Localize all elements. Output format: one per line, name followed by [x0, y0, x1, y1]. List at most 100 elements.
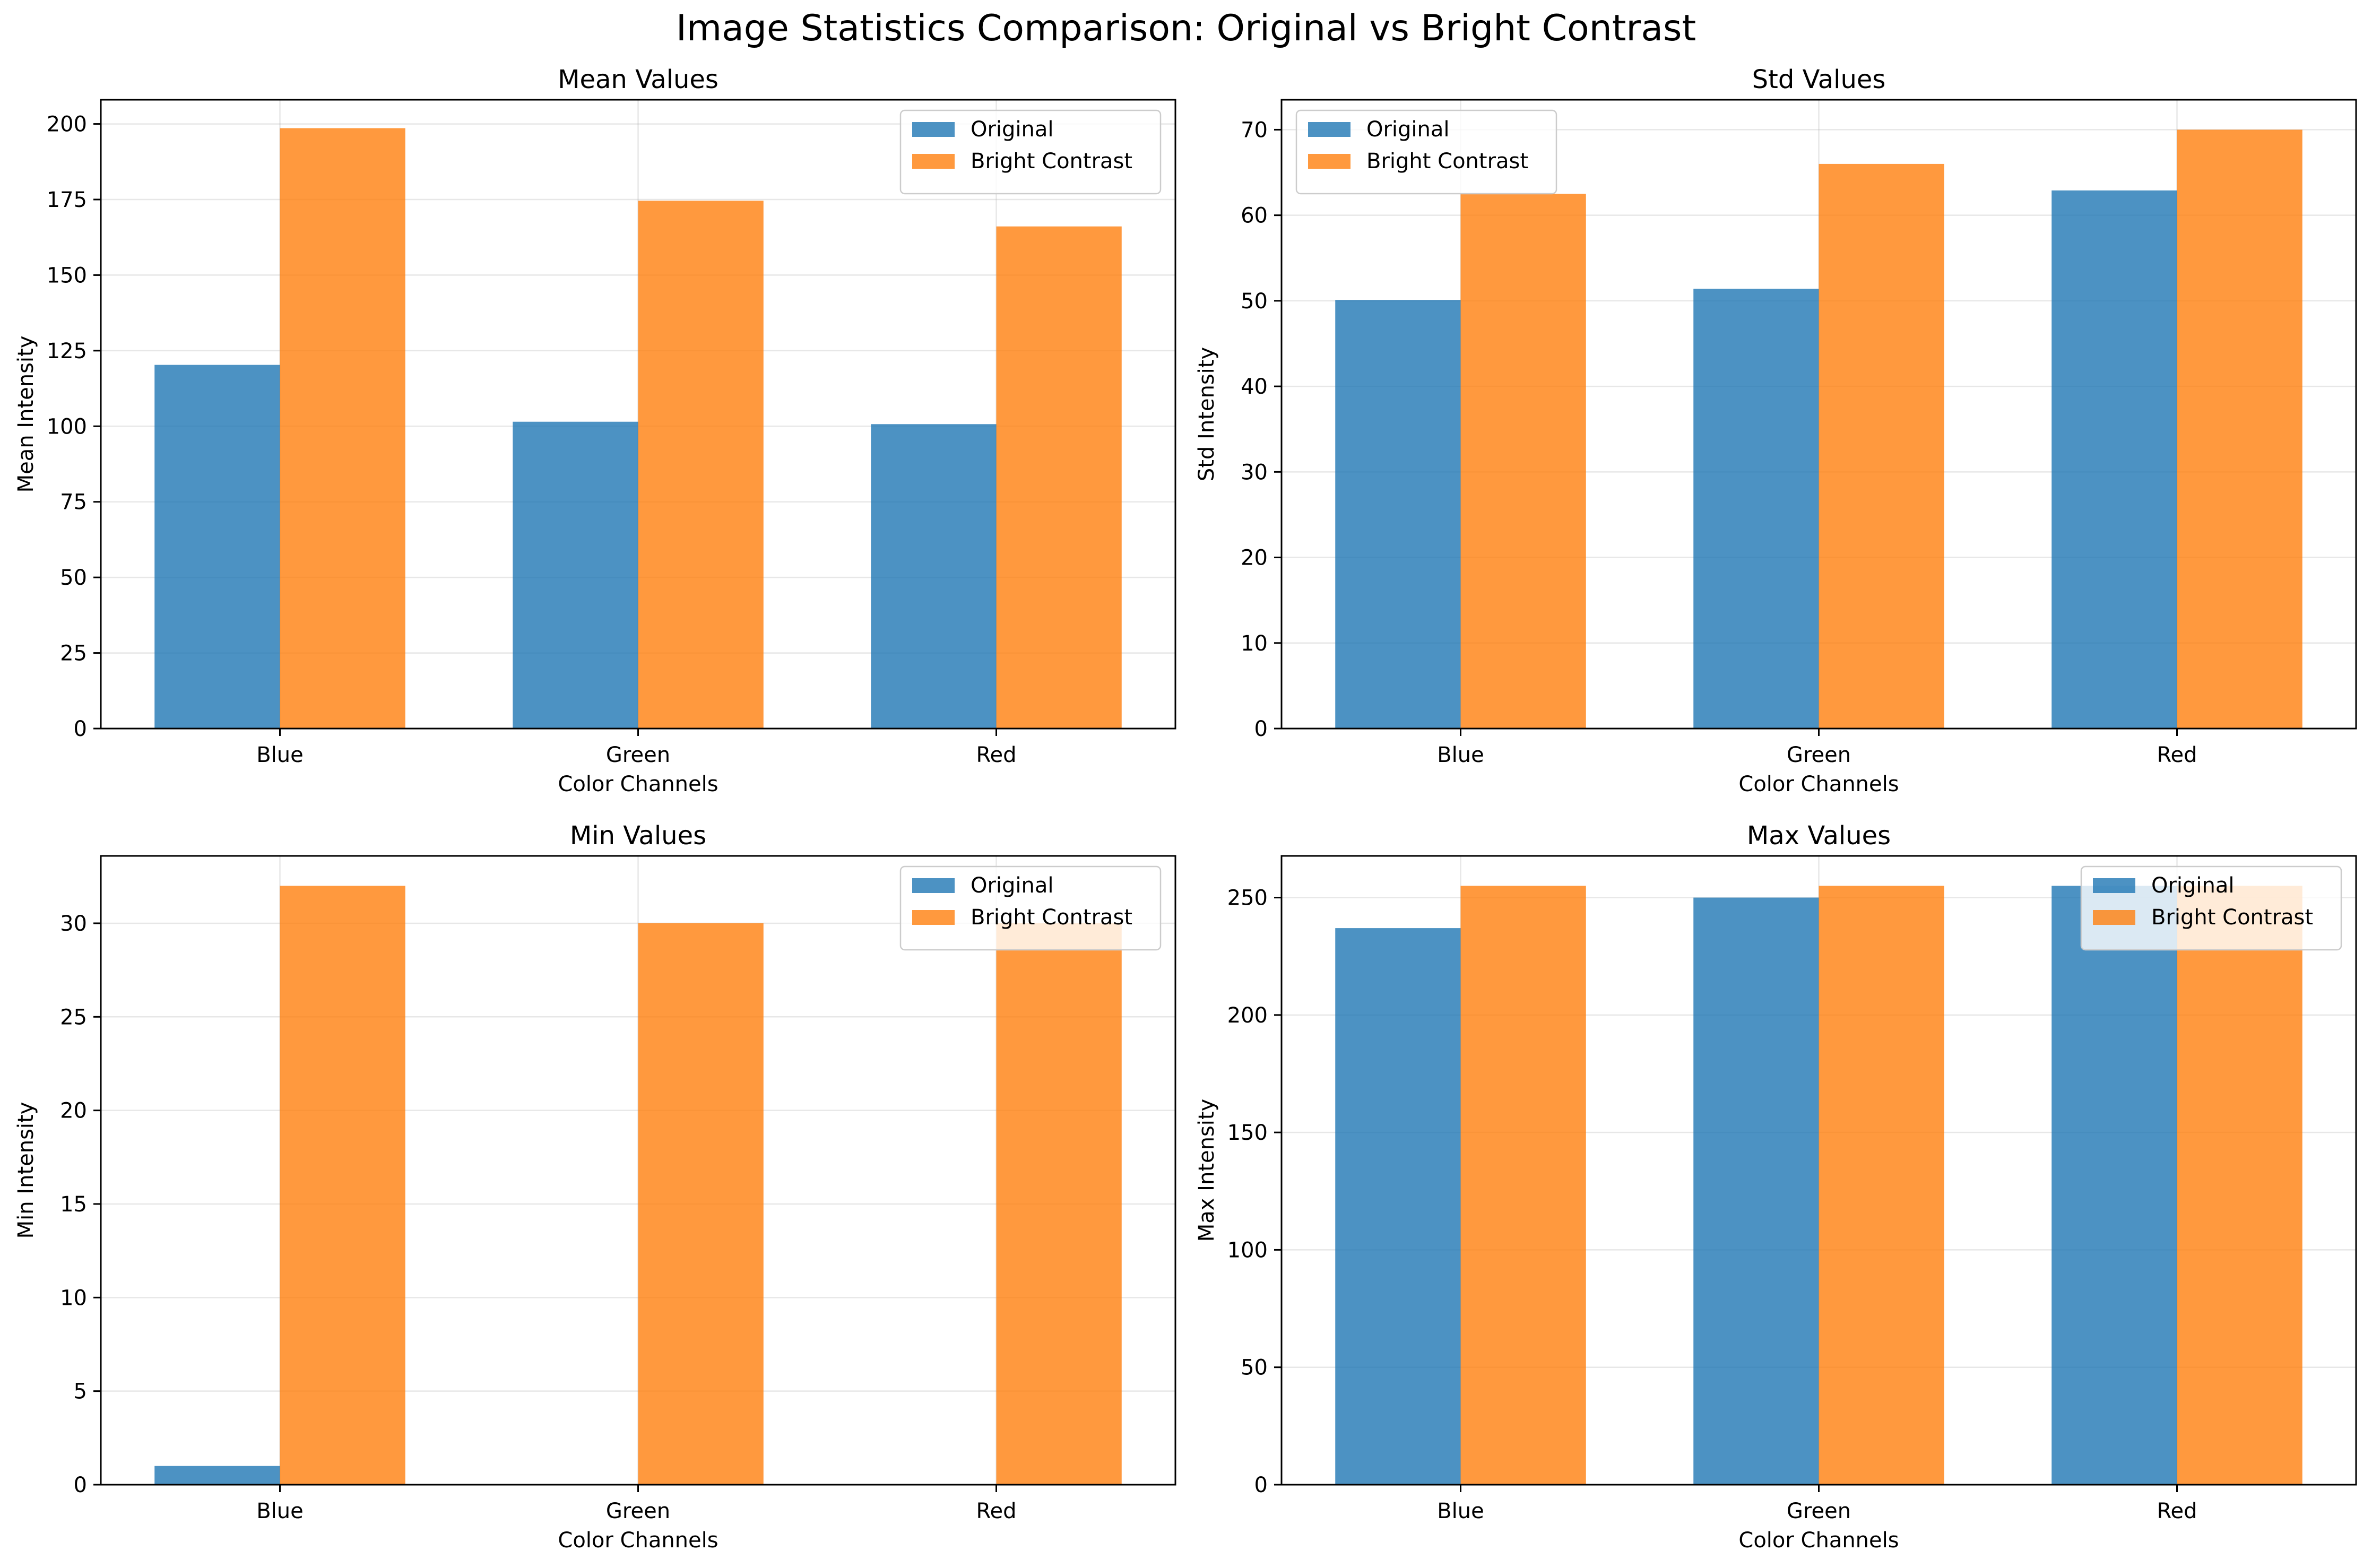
- min-values-legend-box: [899, 865, 1162, 951]
- std-values-ylabel: Std Intensity: [1194, 347, 1219, 481]
- mean-values-ylabel: Mean Intensity: [14, 336, 38, 493]
- std-values-ytick-label: 60: [1241, 204, 1268, 228]
- std-values-xtick-label: Green: [1787, 743, 1851, 767]
- min-values-ytick-label: 25: [60, 1005, 87, 1029]
- max-values-legend: Original Bright Contrast: [2080, 865, 2342, 951]
- min-values-bar-bright-contrast-red: [996, 923, 1122, 1485]
- max-values-legend-label-original: Original: [2151, 873, 2235, 898]
- mean-values-ytick-label: 150: [47, 263, 87, 288]
- mean-values-xtick-label: Green: [606, 743, 670, 767]
- max-values-legend-swatch-bright-contrast: [2093, 910, 2135, 925]
- min-values-ytick-label: 20: [60, 1099, 87, 1123]
- std-values-legend-label-original: Original: [1366, 117, 1450, 142]
- std-values-title: Std Values: [1752, 65, 1886, 94]
- mean-values-ytick-label: 0: [74, 717, 87, 741]
- min-values-ytick-label: 0: [74, 1473, 87, 1497]
- mean-values-bar-bright-contrast-green: [638, 201, 764, 729]
- max-values-bar-bright-contrast-green: [1819, 886, 1944, 1485]
- mean-values-title: Mean Values: [558, 65, 718, 94]
- figure-title: Image Statistics Comparison: Original vs…: [676, 7, 1696, 49]
- std-values-legend: Original Bright Contrast: [1295, 109, 1557, 195]
- max-values-bar-bright-contrast-blue: [1460, 886, 1586, 1485]
- std-values-bar-bright-contrast-blue: [1460, 194, 1586, 729]
- mean-values-bar-bright-contrast-red: [996, 226, 1122, 729]
- std-values-ytick-label: 20: [1241, 546, 1268, 570]
- min-values-legend-label-original: Original: [971, 873, 1054, 898]
- max-values-xtick-label: Red: [2157, 1499, 2197, 1523]
- std-values-panel: 0 10 20 30 40 50 60 70 Blue Green Red Std Values Col…: [1194, 65, 2357, 796]
- max-values-ylabel: Max Intensity: [1194, 1099, 1219, 1242]
- std-values-ytick-label: 0: [1254, 717, 1268, 741]
- std-values-bar-original-green: [1693, 289, 1819, 729]
- min-values-ytick-label: 15: [60, 1192, 87, 1217]
- min-values-xtick-label: Red: [976, 1499, 1017, 1523]
- std-values-bar-original-blue: [1335, 300, 1461, 729]
- std-values-xtick-label: Red: [2157, 743, 2197, 767]
- std-values-ytick-label: 70: [1241, 118, 1268, 142]
- max-values-title: Max Values: [1747, 821, 1891, 851]
- mean-values-legend-swatch-bright-contrast: [912, 154, 955, 169]
- std-values-ytick-label: 30: [1241, 460, 1268, 484]
- min-values-legend-swatch-bright-contrast: [912, 910, 955, 925]
- min-values-legend: Original Bright Contrast: [899, 865, 1162, 951]
- min-values-ytick-label: 30: [60, 912, 87, 936]
- max-values-ytick-label: 0: [1254, 1473, 1268, 1497]
- std-values-ytick-label: 50: [1241, 289, 1268, 314]
- mean-values-ytick-label: 125: [47, 339, 87, 363]
- mean-values-ytick-label: 25: [60, 642, 87, 666]
- std-values-bar-bright-contrast-red: [2177, 129, 2302, 729]
- max-values-xtick-label: Blue: [1437, 1499, 1484, 1523]
- min-values-ytick-label: 5: [74, 1380, 87, 1404]
- max-values-bar-original-green: [1693, 897, 1819, 1485]
- mean-values-bar-original-blue: [154, 365, 280, 729]
- min-values-xtick-label: Green: [606, 1499, 670, 1523]
- max-values-bar-original-blue: [1335, 928, 1461, 1485]
- std-values-bar-original-red: [2051, 190, 2177, 729]
- min-values-ytick-label: 10: [60, 1286, 87, 1310]
- mean-values-legend-label-bright-contrast: Bright Contrast: [971, 149, 1132, 174]
- mean-values-xtick-label: Blue: [256, 743, 304, 767]
- std-values-xtick-label: Blue: [1437, 743, 1484, 767]
- mean-values-bar-bright-contrast-blue: [280, 128, 405, 729]
- min-values-legend-label-bright-contrast: Bright Contrast: [971, 905, 1132, 930]
- max-values-panel: 0 50 100 150 200 250 Blue Green Red Max Values Col…: [1194, 821, 2357, 1553]
- mean-values-bar-original-green: [513, 421, 638, 729]
- mean-values-xtick-label: Red: [976, 743, 1017, 767]
- max-values-bar-bright-contrast-red: [2177, 886, 2302, 1485]
- max-values-ytick-label: 50: [1241, 1356, 1268, 1380]
- max-values-ytick-label: 200: [1227, 1003, 1268, 1028]
- std-values-legend-swatch-original: [1308, 122, 1351, 137]
- std-values-ytick-label: 40: [1241, 375, 1268, 399]
- min-values-title: Min Values: [570, 821, 706, 851]
- std-values-legend-label-bright-contrast: Bright Contrast: [1366, 149, 1528, 174]
- mean-values-panel: 0 25 50 75 100 125 150 175 200 Blue Green Red Mean V…: [14, 65, 1176, 796]
- max-values-legend-label-bright-contrast: Bright Contrast: [2151, 905, 2313, 930]
- max-values-xtick-label: Green: [1787, 1499, 1851, 1523]
- min-values-xlabel: Color Channels: [558, 1528, 718, 1553]
- std-values-legend-swatch-bright-contrast: [1308, 154, 1351, 169]
- mean-values-legend-label-original: Original: [971, 117, 1054, 142]
- max-values-ytick-label: 250: [1227, 886, 1268, 911]
- mean-values-ytick-label: 200: [47, 112, 87, 137]
- mean-values-ytick-label: 100: [47, 414, 87, 439]
- max-values-bar-original-red: [2051, 886, 2177, 1485]
- min-values-ylabel: Min Intensity: [14, 1102, 38, 1239]
- mean-values-legend-swatch-original: [912, 122, 955, 137]
- max-values-xlabel: Color Channels: [1738, 1528, 1899, 1553]
- std-values-ytick-label: 10: [1241, 631, 1268, 656]
- min-values-xtick-label: Blue: [256, 1499, 304, 1523]
- std-values-legend-box: [1295, 109, 1557, 195]
- mean-values-legend-box: [899, 109, 1162, 195]
- mean-values-bar-original-red: [871, 424, 997, 729]
- max-values-ytick-label: 100: [1227, 1238, 1268, 1262]
- min-values-bar-bright-contrast-blue: [280, 886, 405, 1485]
- max-values-ytick-label: 150: [1227, 1121, 1268, 1145]
- std-values-xlabel: Color Channels: [1738, 772, 1899, 796]
- mean-values-ytick-label: 50: [60, 566, 87, 590]
- min-values-panel: 0 5 10 15 20 25 30 Blue Green Red Min Values Color …: [14, 821, 1176, 1553]
- max-values-legend-swatch-original: [2093, 878, 2135, 893]
- std-values-bar-bright-contrast-green: [1819, 163, 1944, 729]
- mean-values-ytick-label: 175: [47, 188, 87, 212]
